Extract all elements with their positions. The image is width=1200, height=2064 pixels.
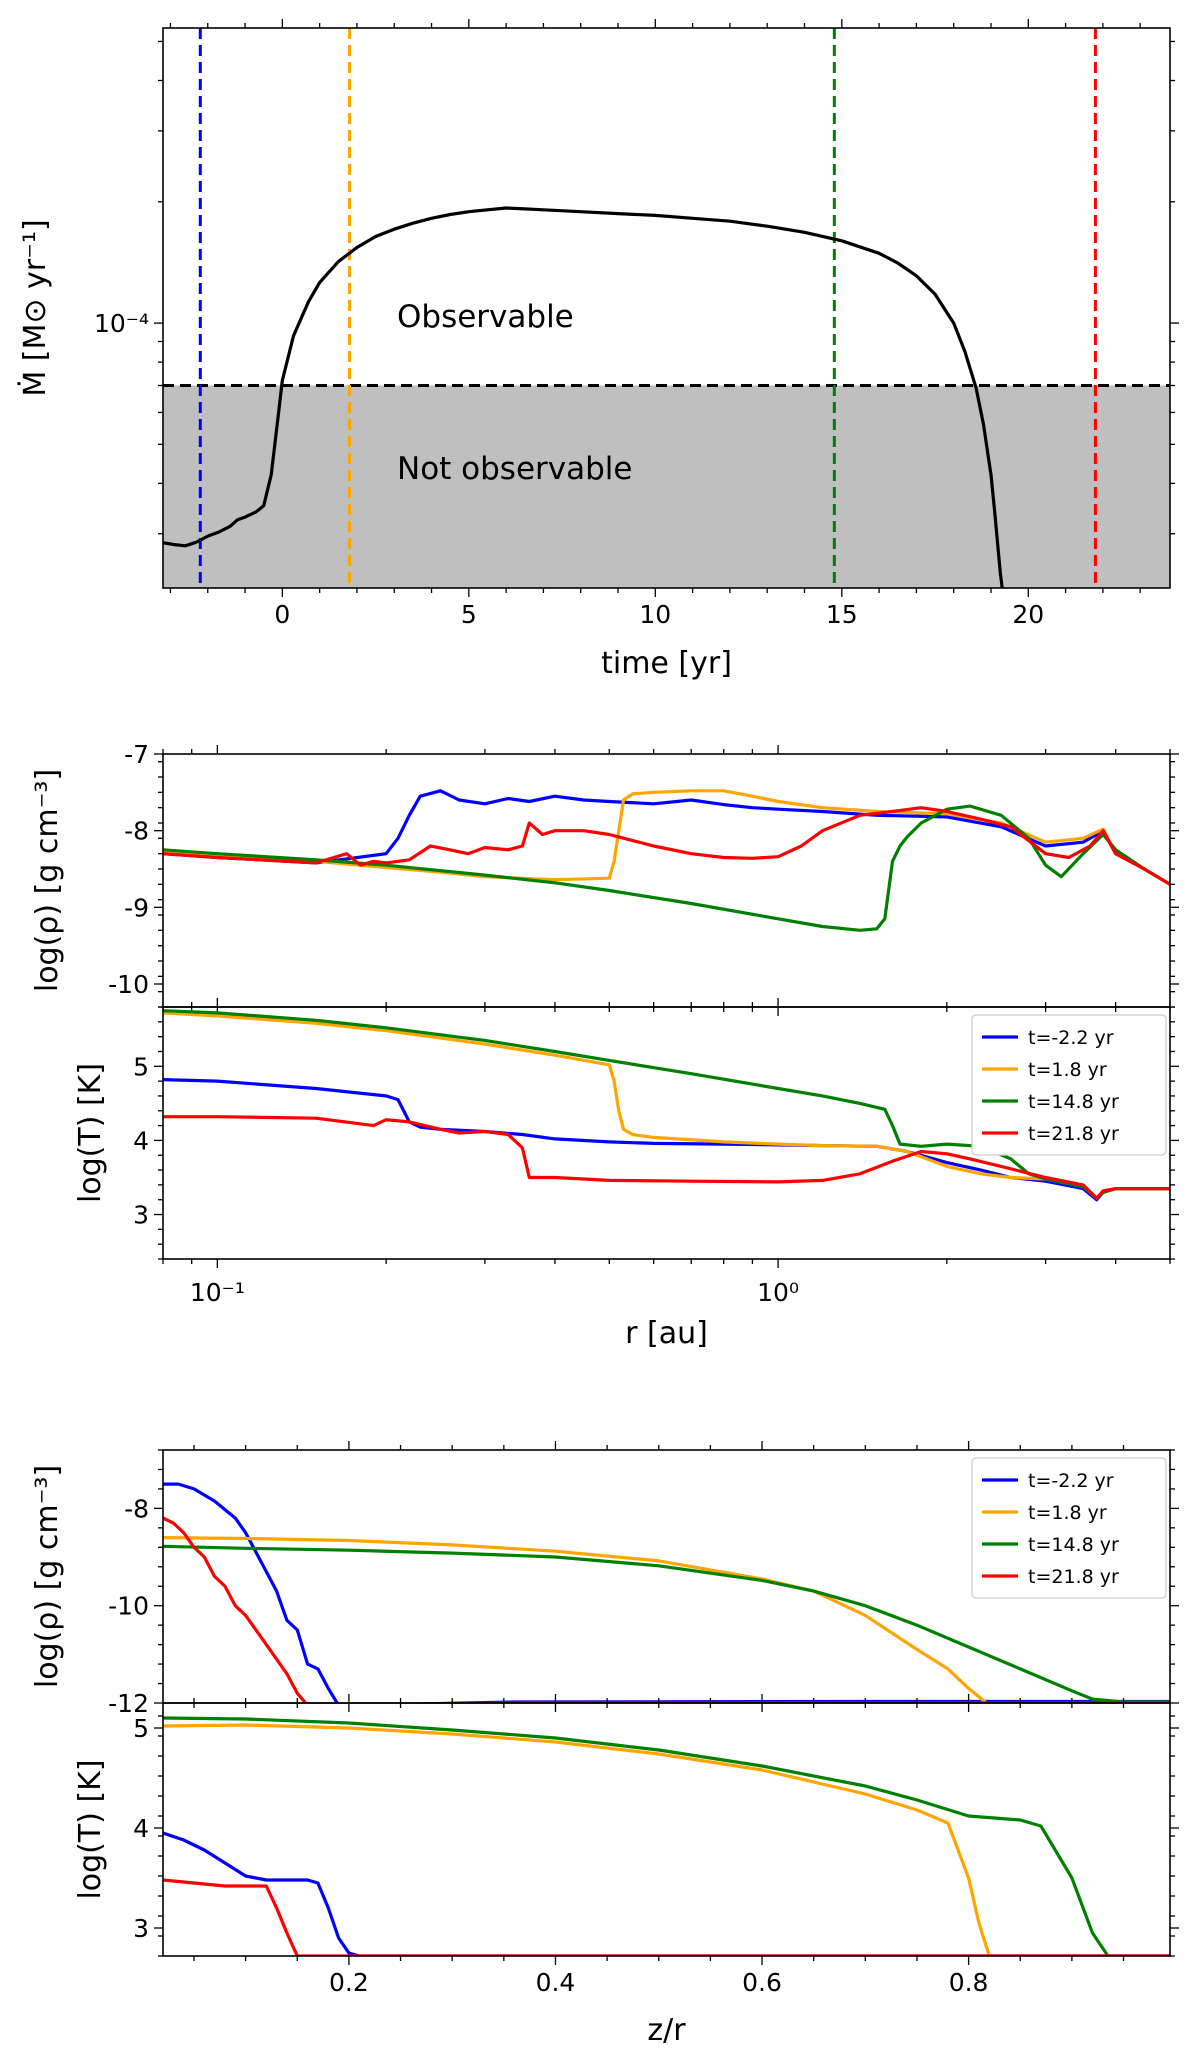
x-axis-label: r [au] [625,1316,708,1351]
series-line-t-21-8-yr [163,1516,1170,1703]
x-axis-label: time [yr] [601,646,732,681]
x-tick-label: 20 [1012,600,1044,629]
y-tick-label: -8 [124,817,149,846]
y-tick-label: 5 [133,1714,149,1743]
series-line-mdot [163,206,1004,588]
observable-label: Observable [397,299,574,335]
series-line-t-2-2-yr [163,789,1170,886]
y-axis-label: log(ρ) [g cm⁻³] [30,1465,65,1688]
series-line-t-2-2-yr [163,1482,1170,1703]
y-tick-label: 3 [133,1201,149,1230]
x-axis-label: z/r [647,2013,686,2048]
panel-rho_z: -12 -10 -8 t=-2.2 yr t=1.8 yr t=14.8 yr t=21.8… [30,1441,1179,1718]
y-tick-label: 4 [133,1126,149,1155]
legend-label: t=14.8 yr [1028,1091,1119,1113]
legend-label: t=1.8 yr [1028,1059,1107,1081]
series-line-t-21-8-yr [163,1115,1170,1200]
y-axis-label: log(T) [K] [73,1759,108,1899]
y-tick-label: 5 [133,1052,149,1081]
legend: t=-2.2 yr t=1.8 yr t=14.8 yr t=21.8 yr [971,1457,1167,1599]
series-line-t-14-8-yr [163,804,1170,932]
x-tick-label: 0.8 [949,1968,989,1997]
y-axis-label: log(T) [K] [73,1063,108,1203]
series-line-t-14-8-yr [163,1716,1170,1956]
series-line-t-1-8-yr [163,789,1170,886]
x-tick-label: 15 [826,600,858,629]
panel-mdot: Observable Not observable 0 5 10 15 20 10⁻⁴ Ṁ [M… [17,19,1179,681]
legend-label: t=1.8 yr [1028,1502,1107,1524]
not-observable-label: Not observable [397,451,632,487]
series-line-t-21-8-yr [163,806,1170,886]
y-axis-label: Ṁ [M⊙ yr⁻¹] [17,219,53,396]
x-tick-label: 0.6 [742,1968,782,1997]
legend-label: t=21.8 yr [1028,1566,1119,1588]
y-tick-label: -12 [108,1689,149,1718]
x-tick-label: 10 [639,600,671,629]
y-tick-label: 10⁻⁴ [94,309,149,338]
y-tick-label: -9 [124,893,149,922]
series-line-t-21-8-yr [163,1878,1170,1956]
axes-frame [162,1006,1171,1260]
series-line-t-14-8-yr [163,1544,1170,1703]
not-observable-region [163,385,1170,588]
legend-label: t=-2.2 yr [1028,1027,1114,1049]
x-tick-label: 0 [274,600,290,629]
series-line-t-1-8-yr [163,1723,1170,1956]
legend-frame [971,1457,1167,1599]
legend-label: t=21.8 yr [1028,1123,1119,1145]
panel-T_r: 3 4 5 10⁻¹ 10⁰ t=-2.2 yr t=1.8 yr t=14.8 yr t=21… [73,998,1179,1351]
legend-label: t=14.8 yr [1028,1534,1119,1556]
legend-frame [971,1014,1167,1156]
x-tick-label: 0.2 [329,1968,369,1997]
y-tick-label: 3 [133,1914,149,1943]
series-line-t-2-2-yr [163,1078,1170,1202]
panel-rho_r: -10 -9 -8 -7 log(ρ) [g cm⁻³] [30,740,1179,1016]
axes-frame [162,27,1171,589]
y-tick-label: -7 [124,740,149,769]
y-tick-label: -10 [108,970,149,999]
y-tick-label: -10 [108,1592,149,1621]
x-tick-label: 5 [461,600,477,629]
panel-T_z: 3 4 5 0.2 0.4 0.6 0.8 log(T) [K] z/r [73,1694,1179,2048]
y-axis-label: log(ρ) [g cm⁻³] [30,769,65,992]
y-tick-label: -8 [124,1494,149,1523]
legend-label: t=-2.2 yr [1028,1470,1114,1492]
x-tick-label: 10⁻¹ [190,1278,245,1307]
axes-frame [162,1702,1171,1957]
y-tick-label: 4 [133,1814,149,1843]
legend: t=-2.2 yr t=1.8 yr t=14.8 yr t=21.8 yr [971,1014,1167,1156]
series-line-t-2-2-yr [163,1831,1170,1956]
x-tick-label: 10⁰ [757,1278,799,1307]
x-tick-label: 0.4 [536,1968,576,1997]
